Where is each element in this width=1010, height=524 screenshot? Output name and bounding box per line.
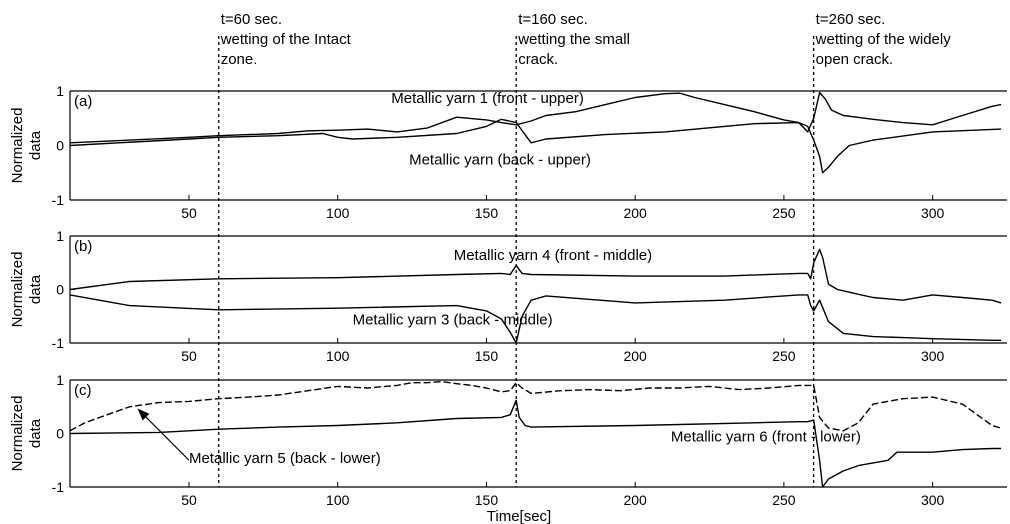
x-tick-label: 100: [326, 348, 350, 364]
series-label: Metallic yarn 1 (front - upper): [391, 90, 584, 107]
x-tick-label: 150: [475, 492, 499, 508]
event-annotation: t=60 sec.: [221, 11, 282, 28]
series-label: Metallic yarn 5 (back - lower): [189, 450, 381, 467]
x-tick-label: 250: [772, 205, 796, 221]
y-axis-title-line: data: [27, 274, 44, 304]
x-tick-label: 300: [921, 492, 945, 508]
event-annotation: open crack.: [816, 51, 894, 68]
panel-tag: (a): [74, 93, 92, 110]
event-annotation: wetting of the widely: [815, 31, 952, 48]
x-tick-label: 250: [772, 492, 796, 508]
x-tick-label: 200: [623, 348, 647, 364]
series-label: Metallic yarn 4 (front - middle): [454, 247, 652, 264]
y-axis-title-line: Normalized: [9, 252, 26, 328]
series-line-1-2: [69, 118, 1002, 174]
x-tick-label: 300: [921, 348, 945, 364]
y-tick-label: 0: [56, 426, 64, 442]
y-tick-label: -1: [52, 479, 65, 495]
series-line-1-1: [69, 91, 1002, 144]
series-line-3-2: [69, 399, 1002, 488]
x-tick-label: 50: [181, 205, 197, 221]
x-tick-label: 250: [772, 348, 796, 364]
x-tick-label: 150: [475, 205, 499, 221]
series-line-2-1: [69, 248, 1002, 304]
event-annotation: t=260 sec.: [816, 11, 886, 28]
x-tick-label: 50: [181, 348, 197, 364]
y-axis-title-line: data: [27, 130, 44, 160]
x-tick-label: 200: [623, 492, 647, 508]
panel-tag: (c): [74, 382, 92, 399]
pointer-arrow: [137, 408, 190, 461]
series-line-3-1: [69, 380, 1002, 432]
series-label: Metallic yarn 6 (front - lower): [671, 429, 861, 446]
y-axis-title-line: data: [27, 418, 44, 448]
y-tick-label: -1: [52, 192, 65, 208]
y-tick-label: 1: [56, 372, 64, 388]
x-tick-label: 200: [623, 205, 647, 221]
x-tick-label: 100: [326, 205, 350, 221]
y-axis-title-line: Normalized: [9, 108, 26, 184]
y-tick-label: 0: [56, 138, 64, 154]
x-tick-label: 50: [181, 492, 197, 508]
event-annotation: t=160 sec.: [518, 11, 588, 28]
series-line-2-2: [69, 294, 1002, 344]
y-tick-label: 1: [56, 83, 64, 99]
x-tick-label: 100: [326, 492, 350, 508]
event-annotation: wetting the small: [517, 31, 630, 48]
panel-tag: (b): [74, 238, 92, 255]
y-axis-title-line: Normalized: [9, 396, 26, 472]
series-label: Metallic yarn (back - upper): [409, 152, 591, 169]
event-annotation: zone.: [221, 51, 258, 68]
event-annotation: wetting of the Intact: [220, 31, 352, 48]
y-tick-label: 0: [56, 282, 64, 298]
x-axis-title: Time[sec]: [487, 508, 551, 524]
x-tick-label: 150: [475, 348, 499, 364]
series-label: Metallic yarn 3 (back - middle): [353, 311, 553, 328]
event-annotation: crack.: [518, 51, 558, 68]
x-tick-label: 300: [921, 205, 945, 221]
y-tick-label: -1: [52, 335, 65, 351]
y-tick-label: 1: [56, 228, 64, 244]
